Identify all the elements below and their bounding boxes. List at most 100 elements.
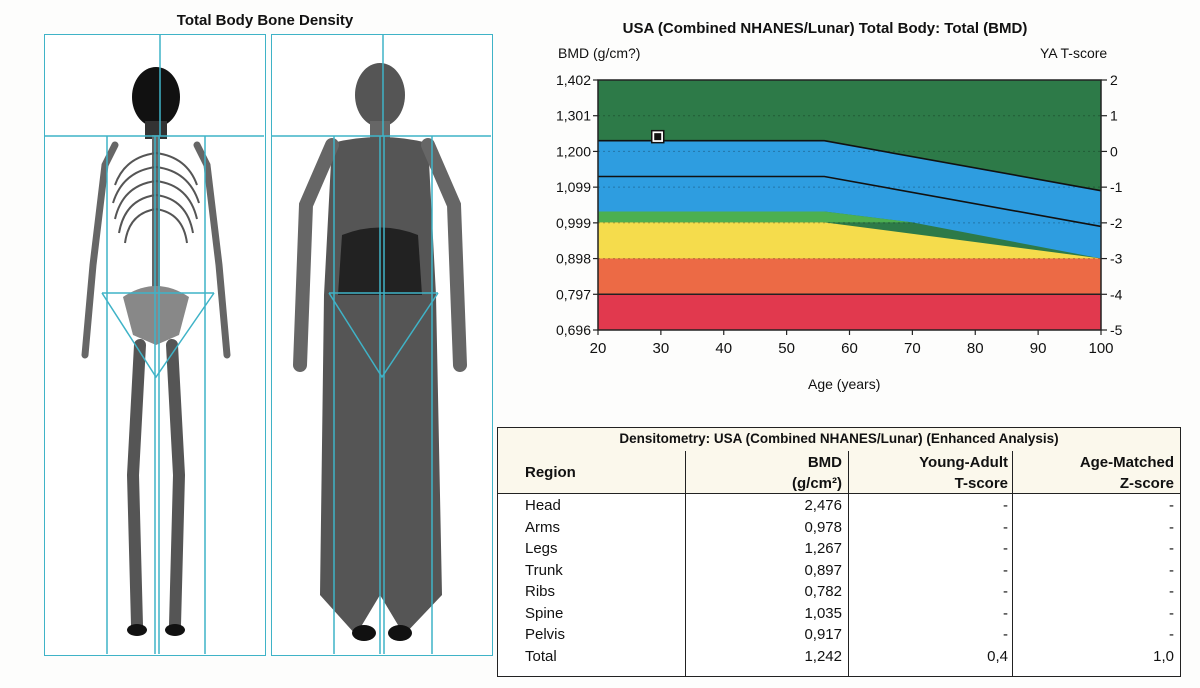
- cell-t-score: -: [1003, 518, 1008, 536]
- cell-z-score: -: [1169, 540, 1174, 557]
- reference-bands: [598, 80, 1101, 330]
- cell-region: Legs: [525, 540, 558, 557]
- patient-marker-group: [650, 129, 665, 144]
- reference-curves: [598, 139, 1102, 295]
- y-tick-label-right: 1: [1110, 108, 1118, 124]
- table-row: Arms 0,978 - -: [498, 518, 1180, 540]
- x-tick-label: 30: [653, 340, 670, 357]
- column-divider: [685, 451, 686, 676]
- cell-bmd: 1,035: [804, 604, 842, 622]
- x-tick-label: 40: [715, 340, 732, 357]
- y-tick-label-right: -2: [1110, 215, 1123, 231]
- cell-region: Pelvis: [525, 626, 566, 643]
- y-tick-label-right: -4: [1110, 286, 1123, 302]
- cell-z-score: -: [1169, 626, 1174, 643]
- table-row: Head 2,476 - -: [498, 496, 1180, 518]
- cell-z-score: -: [1169, 561, 1174, 579]
- column-divider: [1012, 451, 1013, 676]
- y-tick-label-right: -1: [1110, 179, 1123, 195]
- table-header: Densitometry: USA (Combined NHANES/Lunar…: [498, 428, 1180, 494]
- header-t-score: Young-Adult T-score: [919, 452, 1008, 494]
- cell-region: Spine: [525, 604, 564, 622]
- table-row: Spine 1,035 - -: [498, 604, 1180, 626]
- reference-curve: [598, 139, 1102, 192]
- header-bmd-line2: (g/cm²): [792, 475, 842, 492]
- cell-region: Head: [525, 497, 561, 514]
- header-z-score: Age-Matched Z-score: [1080, 452, 1174, 494]
- header-t-line1: Young-Adult: [919, 454, 1008, 471]
- header-region: Region: [525, 464, 576, 481]
- cell-bmd: 1,242: [804, 647, 842, 665]
- cell-bmd: 0,897: [804, 561, 842, 579]
- cell-t-score: 0,4: [987, 647, 1008, 665]
- header-bmd-line1: BMD: [807, 454, 842, 471]
- header-z-line2: Z-score: [1119, 475, 1174, 492]
- table-row: Pelvis 0,917 - -: [498, 625, 1180, 647]
- y-tick-label-left: 0,797: [556, 286, 591, 302]
- skeleton-scan-panel: [44, 34, 266, 656]
- x-tick-label: 60: [841, 340, 858, 357]
- column-divider: [848, 451, 849, 676]
- chart-axes: [593, 79, 1107, 335]
- densitometry-table: Densitometry: USA (Combined NHANES/Lunar…: [497, 427, 1181, 677]
- cell-region: Total: [525, 647, 557, 665]
- cell-z-score: -: [1169, 604, 1174, 622]
- table-row: Legs 1,267 - -: [498, 539, 1180, 561]
- soft-tissue-scan-image: [272, 35, 491, 654]
- x-tick-label: 80: [967, 340, 984, 357]
- x-tick-label: 50: [778, 340, 795, 357]
- header-t-line2: T-score: [954, 475, 1008, 492]
- header-bmd: BMD (g/cm²): [792, 452, 842, 494]
- y-tick-label-left: 1,200: [556, 143, 591, 159]
- cell-region: Trunk: [525, 561, 563, 579]
- cell-bmd: 0,978: [804, 518, 842, 536]
- band-orange: [598, 258, 1101, 295]
- chart-ylabel-right: YA T-score: [1040, 45, 1108, 61]
- cell-t-score: -: [1003, 540, 1008, 557]
- cell-region: Ribs: [525, 583, 556, 600]
- cell-bmd: 0,917: [804, 626, 842, 643]
- x-tick-label: 20: [590, 340, 607, 357]
- band-blue: [598, 140, 1101, 259]
- x-tick-label: 100: [1088, 340, 1113, 357]
- table-row: Trunk 0,897 - -: [498, 561, 1180, 583]
- y-tick-label-right: -3: [1110, 251, 1123, 267]
- header-z-line1: Age-Matched: [1079, 454, 1174, 471]
- x-tick-label: 70: [904, 340, 921, 357]
- cell-t-score: -: [1003, 561, 1008, 579]
- chart-tick-labels: 1,402 1,301 1,200 1,099 0,999 0,898 0,797 0,696…: [556, 72, 1123, 357]
- cell-t-score: -: [1003, 583, 1008, 600]
- chart-xlabel: Age (years): [808, 376, 881, 392]
- chart-ylabel-left: BMD (g/cm?): [558, 45, 641, 61]
- cell-z-score: -: [1169, 497, 1174, 514]
- table-caption: Densitometry: USA (Combined NHANES/Lunar…: [619, 431, 1059, 446]
- x-tick-label: 90: [1030, 340, 1047, 357]
- cell-z-score: 1,0: [1153, 647, 1174, 665]
- cell-bmd: 0,782: [804, 583, 842, 600]
- cell-bmd: 1,267: [804, 540, 842, 557]
- y-tick-label-right: -5: [1110, 322, 1123, 338]
- y-tick-label-left: 0,696: [556, 322, 591, 338]
- reference-curve: [598, 175, 1102, 228]
- table-row: Total 1,242 0,4 1,0: [498, 647, 1180, 669]
- cell-z-score: -: [1169, 583, 1174, 600]
- table-row: Ribs 0,782 - -: [498, 582, 1180, 604]
- skeleton-scan-image: [45, 35, 264, 654]
- patient-marker-core: [654, 133, 662, 141]
- y-tick-label-right: 0: [1110, 143, 1118, 159]
- cell-region: Arms: [525, 518, 560, 536]
- y-tick-label-right: 2: [1110, 72, 1118, 88]
- cell-t-score: -: [1003, 626, 1008, 643]
- cell-bmd: 2,476: [804, 497, 842, 514]
- y-tick-label-left: 0,999: [556, 215, 591, 231]
- band-yellow: [598, 222, 1101, 259]
- band-light-green: [598, 211, 913, 223]
- cell-t-score: -: [1003, 604, 1008, 622]
- bmd-reference-chart: 1,402 1,301 1,200 1,099 0,999 0,898 0,797 0,696…: [556, 72, 1123, 357]
- y-tick-label-left: 0,898: [556, 251, 591, 267]
- band-red: [598, 294, 1101, 330]
- y-tick-label-left: 1,402: [556, 72, 591, 88]
- cell-t-score: -: [1003, 497, 1008, 514]
- y-tick-label-left: 1,301: [556, 108, 591, 124]
- chart-title: USA (Combined NHANES/Lunar) Total Body: …: [622, 20, 1028, 37]
